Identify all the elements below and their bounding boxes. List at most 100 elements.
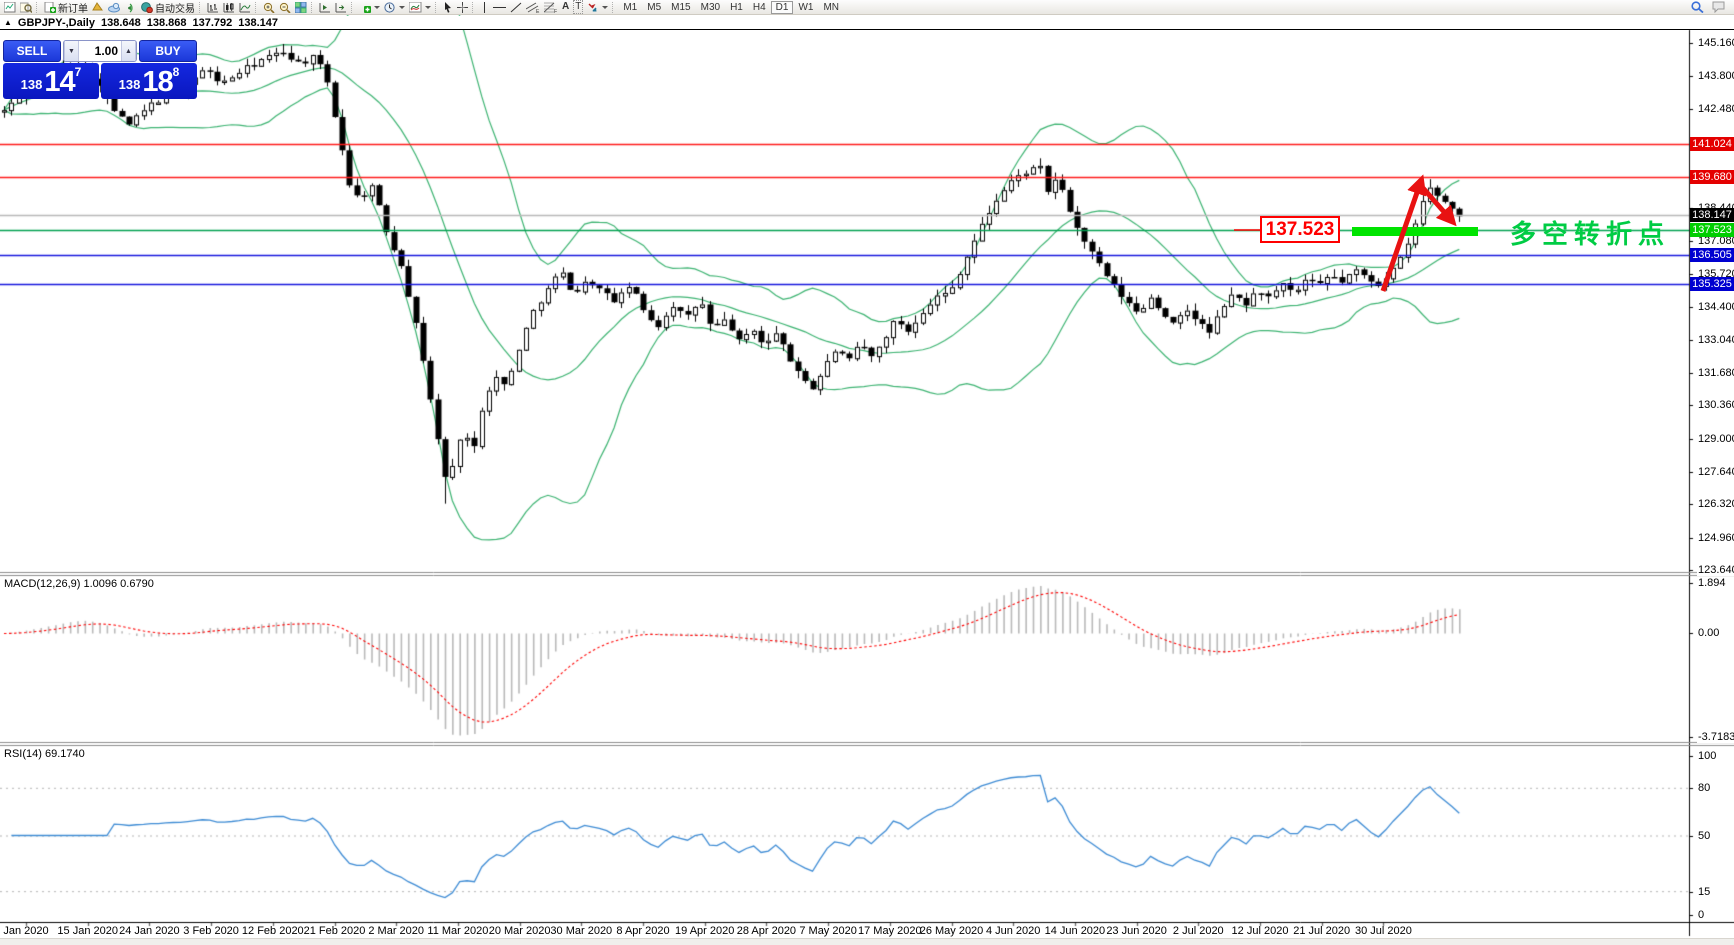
sell-price-big: 14 [44,66,75,98]
timeframe-M15[interactable]: M15 [671,1,691,13]
toolbar-separator [435,1,439,13]
dropdown-arrow-icon [399,5,405,9]
date-tick: 3 Feb 2020 [183,925,239,937]
symbol-title: GBPJPY-,Daily [17,16,95,29]
buy-price-small: 138 [118,77,141,92]
community-icon[interactable] [106,1,123,14]
horizontal-line-icon[interactable] [491,1,508,14]
date-tick: 2 Mar 2020 [368,925,425,937]
date-tick: 21 Feb 2020 [303,925,366,937]
text-label-icon[interactable]: T [573,0,584,14]
timeframe-H1[interactable]: H1 [730,1,743,13]
toolbar-separator [472,1,476,13]
one-click-trading-panel: SELL ▼ ▲ BUY 138 14 7 138 18 8 [3,40,197,99]
bar-chart-icon[interactable] [205,1,221,14]
volume-down-button[interactable]: ▼ [64,41,79,61]
turning-point-label[interactable]: 多空转折点 [1510,219,1671,249]
sell-button[interactable]: SELL [3,40,61,62]
date-tick: 24 Jan 2020 [119,925,180,937]
auto-scroll-icon[interactable] [317,1,333,14]
trendline-icon[interactable] [508,1,524,14]
indicators-icon[interactable] [357,1,382,14]
indicator-axis-tick: 50 [1697,830,1711,842]
toolbar-separator [36,1,40,13]
timeframe-H4[interactable]: H4 [752,1,766,13]
timeframe-D1[interactable]: D1 [770,0,794,14]
arrows-tool-icon[interactable] [585,1,610,14]
bottom-strip [0,938,1734,945]
chart-header: ▲ GBPJPY-,Daily 138.648 138.868 137.792 … [0,16,1734,30]
oneclick-collapse-icon[interactable]: ▲ [4,18,12,27]
indicator-axis-tick: 1.894 [1697,577,1726,589]
date-tick: 8 Apr 2020 [616,925,670,937]
buy-price-big: 18 [142,66,173,98]
toolbar-separator [612,1,616,13]
price-tick: 143.800 [1697,70,1734,83]
templates-icon[interactable] [407,1,433,14]
indicator-axis-tick: 0.00 [1697,627,1720,639]
mql5-icon[interactable] [90,1,106,14]
indicator-axis-tick: 15 [1697,886,1711,898]
periods-icon[interactable] [382,1,407,14]
date-tick: 15 Jan 2020 [57,925,118,937]
price-badge: 137.523 [1690,223,1734,238]
volume-up-button[interactable]: ▲ [121,41,136,61]
tile-windows-icon[interactable] [293,1,309,14]
buy-button[interactable]: BUY [139,40,197,62]
indicator-axis-tick: 0 [1697,909,1705,921]
cursor-icon[interactable] [441,1,455,14]
highlight-bar[interactable] [1352,227,1478,236]
crosshair-icon[interactable] [455,1,470,14]
date-tick: 23 Jun 2020 [1106,925,1167,937]
rsi-label: RSI(14) 69.1740 [4,748,85,760]
date-tick: 30 Jul 2020 [1354,925,1412,937]
timeframe-M30[interactable]: M30 [700,1,721,13]
price-callout-box[interactable]: 137.523 [1260,216,1340,243]
price-tick: 133.040 [1697,333,1734,346]
candlestick-icon[interactable] [221,1,237,14]
timeframe-M1[interactable]: M1 [623,1,638,13]
autotrading-button[interactable]: 自动交易 [139,1,197,15]
date-tick: 19 Apr 2020 [675,925,735,937]
price-tick: 124.960 [1697,531,1734,544]
price-tick: 126.320 [1697,498,1734,511]
price-badge: 136.505 [1690,247,1734,262]
toolbar-separator [351,1,355,13]
profiles-icon[interactable] [18,1,34,14]
text-icon[interactable]: A [562,1,570,12]
sell-price[interactable]: 138 14 7 [3,63,99,99]
volume-input[interactable] [79,41,121,61]
new-chart-icon[interactable] [2,1,18,14]
date-tick: 14 Jun 2020 [1044,925,1106,937]
timeframe-W1[interactable]: W1 [798,1,814,13]
date-tick: 30 Mar 2020 [550,925,613,937]
zoom-out-icon[interactable] [277,1,293,14]
search-icon[interactable] [1689,1,1706,14]
signals-icon[interactable] [123,1,139,14]
chart-shift-icon[interactable] [333,1,349,14]
macd-label: MACD(12,26,9) 1.0096 0.6790 [4,578,154,590]
price-tick: 131.680 [1697,367,1734,380]
equidistant-channel-icon[interactable]: E [524,1,542,14]
ohlc-high: 138.868 [146,16,187,29]
new-order-button[interactable]: 新订单 [42,1,90,15]
line-chart-icon[interactable] [237,1,253,14]
date-tick: 17 May 2020 [857,925,922,937]
fibonacci-icon[interactable]: F [542,1,560,14]
date-tick: 2 Jul 2020 [1172,925,1224,937]
zoom-in-icon[interactable] [261,1,277,14]
price-tick: 127.640 [1697,466,1734,479]
chat-icon[interactable] [1710,1,1728,14]
dropdown-arrow-icon [374,5,380,9]
buy-price[interactable]: 138 18 8 [101,63,197,99]
ohlc-low: 137.792 [192,16,233,29]
date-tick: 12 Jul 2020 [1231,925,1289,937]
price-badge: 139.680 [1690,170,1734,185]
timeframe-M5[interactable]: M5 [647,1,662,13]
price-tick: 123.640 [1697,564,1734,577]
vertical-line-icon[interactable] [478,1,491,14]
timeframe-MN[interactable]: MN [823,1,840,13]
main-toolbar: 新订单 自动交易 E F A T M1 M5 M15 M30 H1 H4 D1 W1 MN [0,0,1734,15]
toolbar-separator [199,1,203,13]
